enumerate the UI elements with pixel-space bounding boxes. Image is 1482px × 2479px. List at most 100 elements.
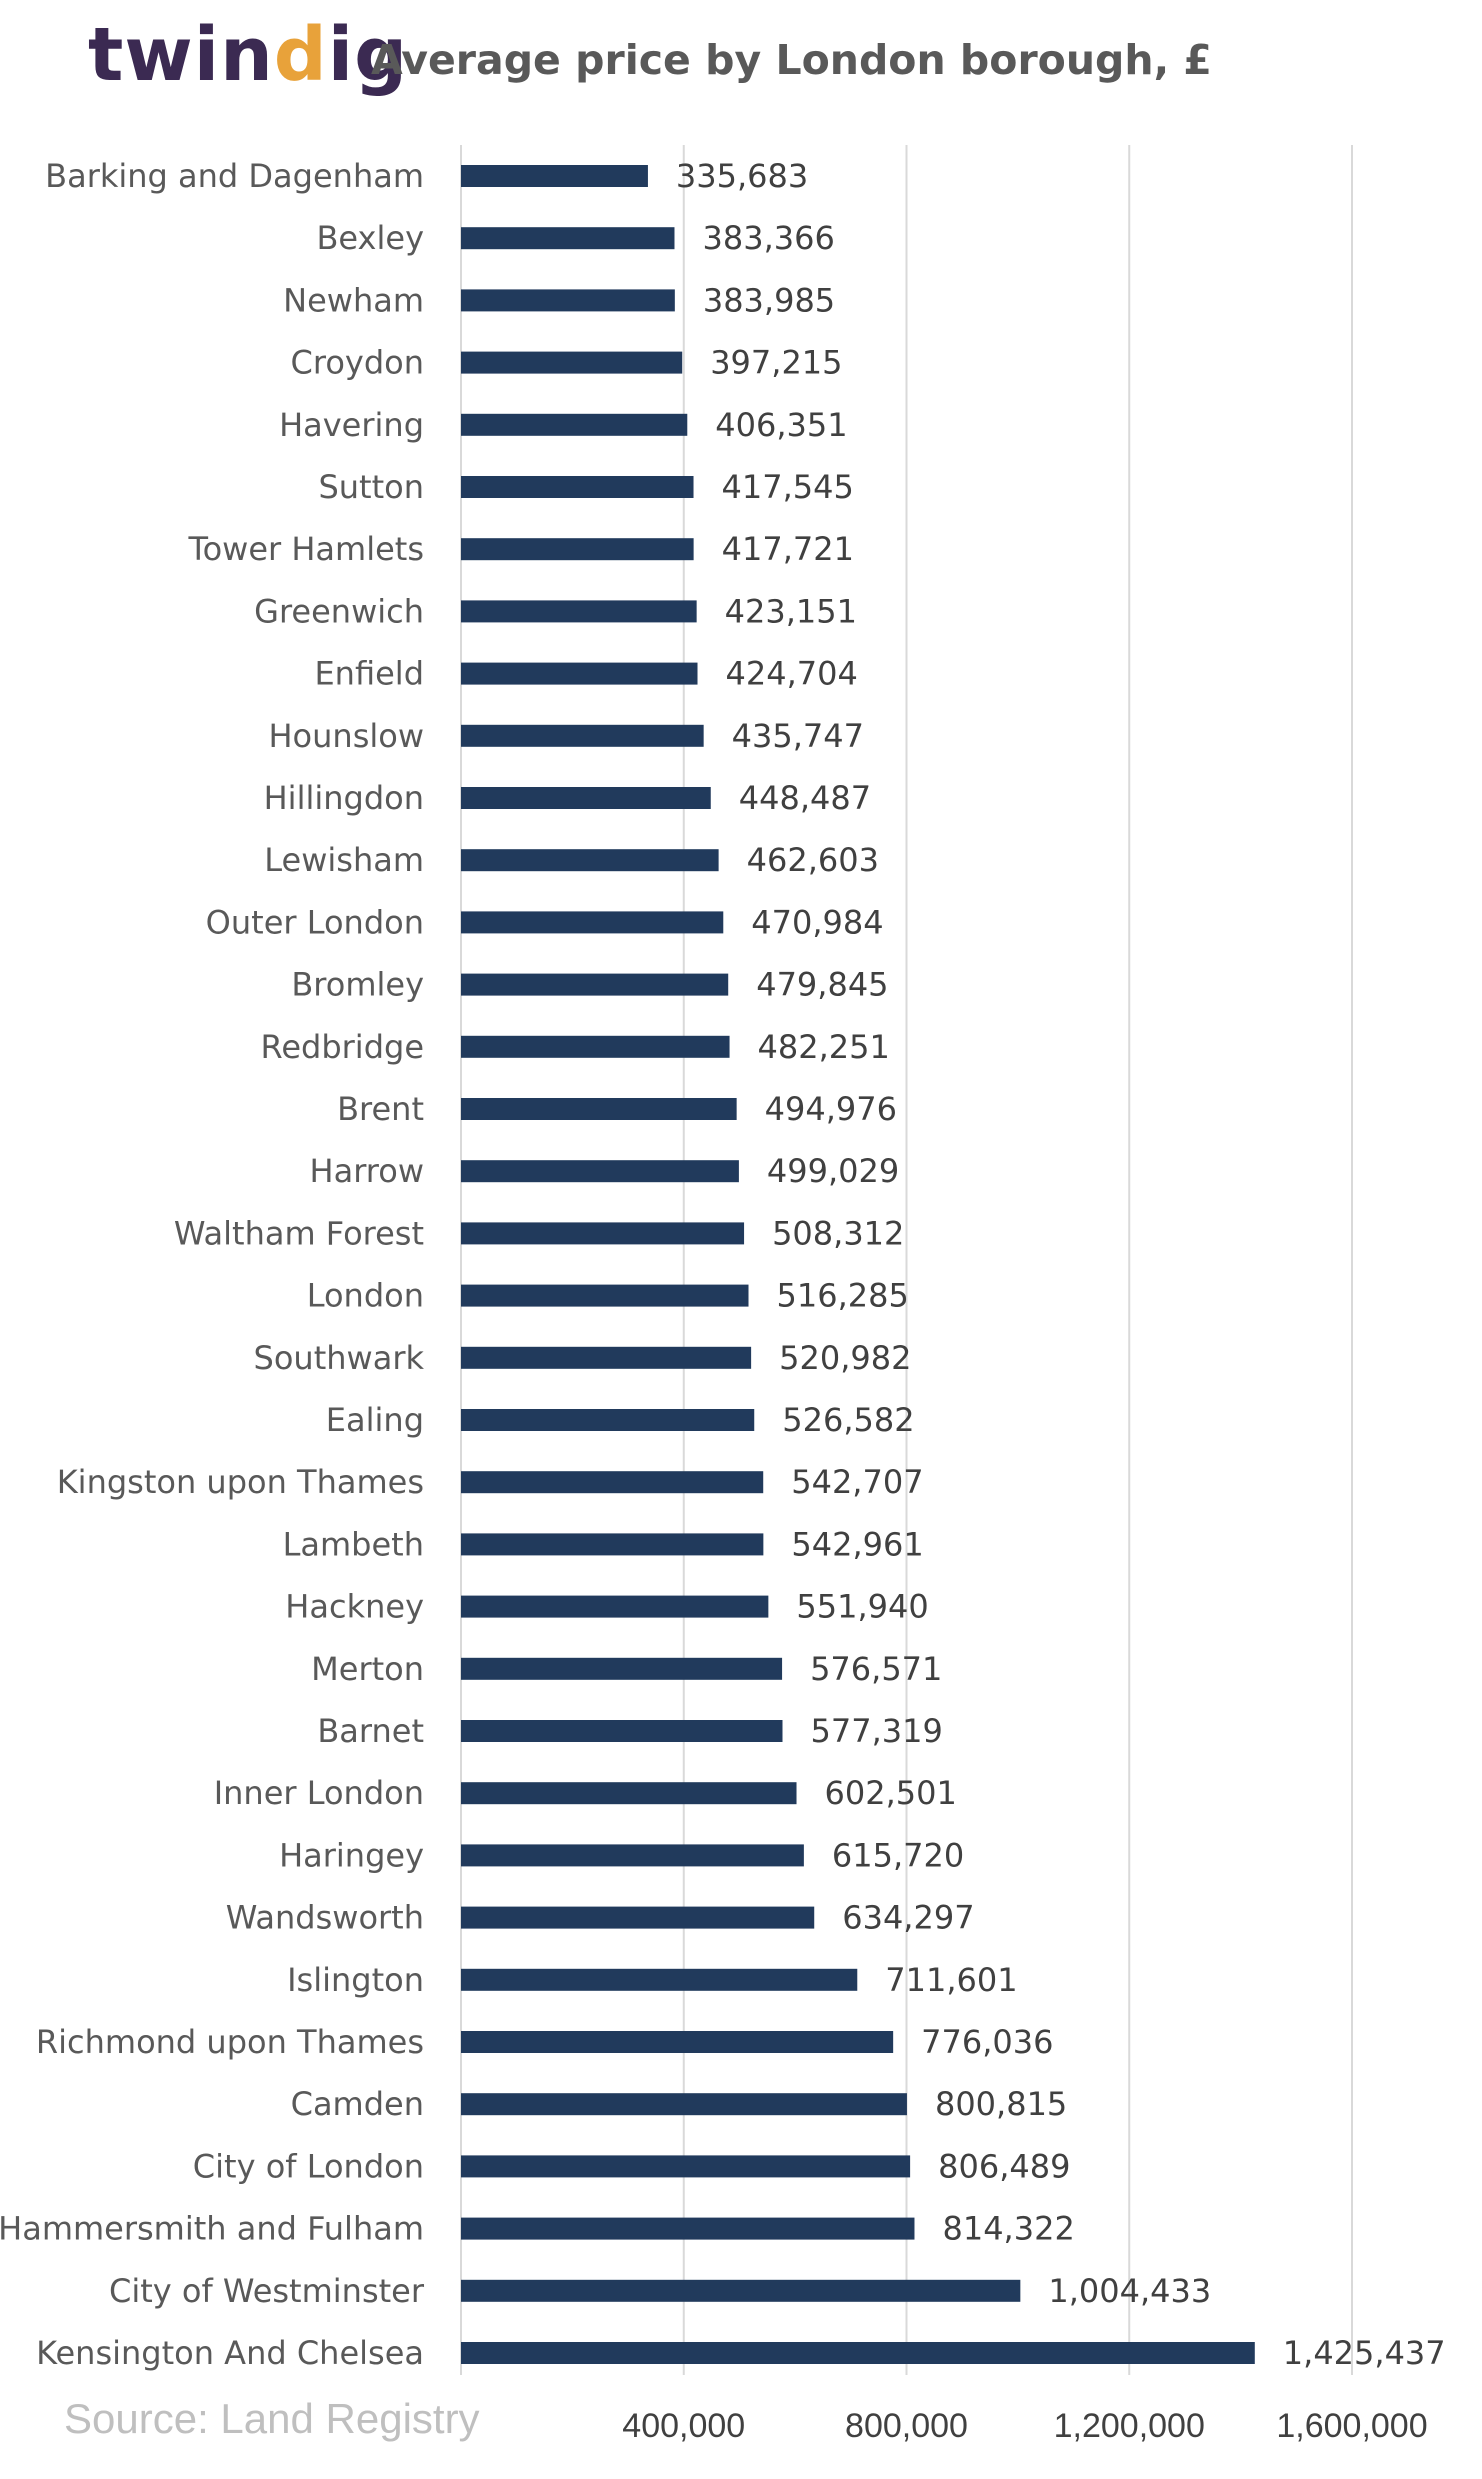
- bar-21: [461, 1471, 764, 1494]
- value-label-8: 424,704: [726, 655, 858, 693]
- value-label-15: 494,976: [765, 1090, 897, 1128]
- bar-14: [461, 1035, 730, 1058]
- value-label-25: 577,319: [810, 1712, 942, 1750]
- bar-33: [461, 2217, 915, 2240]
- value-label-22: 542,961: [791, 1525, 923, 1563]
- category-label-0: Barking and Dagenham: [45, 157, 424, 195]
- value-label-35: 1,425,437: [1283, 2334, 1446, 2372]
- value-label-20: 526,582: [782, 1401, 914, 1439]
- value-label-4: 406,351: [715, 406, 847, 444]
- category-label-9: Hounslow: [268, 717, 424, 755]
- category-label-35: Kensington And Chelsea: [36, 2334, 424, 2372]
- value-labels: 335,683 383,366 383,985 397,215 406,351 417,5…: [676, 157, 1446, 2372]
- bar-25: [461, 1720, 783, 1742]
- bar-9: [461, 724, 704, 747]
- category-label-26: Inner London: [214, 1774, 424, 1812]
- chart-header: twindig Average price by London borough,…: [0, 0, 1482, 120]
- category-label-31: Camden: [291, 2085, 424, 2123]
- bar-29: [461, 1968, 858, 1991]
- category-label-15: Brent: [337, 1090, 424, 1128]
- value-label-6: 417,721: [722, 530, 854, 568]
- bar-34: [461, 2279, 1021, 2302]
- category-label-27: Haringey: [279, 1836, 424, 1874]
- category-label-22: Lambeth: [283, 1525, 424, 1563]
- twindig-logo: twindig: [88, 12, 408, 98]
- bar-28: [461, 1906, 815, 1929]
- category-label-5: Sutton: [318, 468, 424, 506]
- bar-13: [461, 973, 729, 996]
- category-label-16: Harrow: [310, 1152, 424, 1190]
- value-label-33: 814,322: [942, 2210, 1074, 2248]
- value-label-7: 423,151: [725, 592, 857, 630]
- bar-23: [461, 1595, 769, 1618]
- category-label-4: Havering: [279, 406, 424, 444]
- bar-6: [461, 538, 694, 561]
- logo-text-part-3: ig: [327, 12, 409, 98]
- value-label-11: 462,603: [747, 841, 879, 879]
- bar-0: [461, 165, 648, 187]
- category-label-20: Ealing: [326, 1401, 424, 1439]
- value-label-18: 516,285: [777, 1277, 909, 1315]
- category-label-34: City of Westminster: [109, 2272, 425, 2310]
- bar-18: [461, 1284, 749, 1307]
- gridlines: [682, 145, 1353, 2375]
- category-label-19: Southwark: [254, 1339, 425, 1377]
- bar-15: [461, 1098, 737, 1120]
- category-label-18: London: [307, 1277, 424, 1315]
- category-label-21: Kingston upon Thames: [57, 1463, 424, 1501]
- bar-10: [461, 787, 711, 809]
- bar-30: [461, 2031, 894, 2053]
- category-label-2: Newham: [283, 281, 424, 319]
- category-label-3: Croydon: [291, 344, 424, 382]
- x-tick-label-1: 800,000: [845, 2407, 968, 2445]
- value-label-29: 711,601: [885, 1961, 1017, 1999]
- category-label-10: Hillingdon: [264, 779, 424, 817]
- source-note: Source: Land Registry: [64, 2395, 480, 2442]
- category-label-7: Greenwich: [254, 592, 424, 630]
- x-tick-label-3: 1,600,000: [1276, 2407, 1427, 2445]
- value-label-26: 602,501: [825, 1774, 957, 1812]
- bar-24: [461, 1657, 783, 1680]
- bar-19: [461, 1346, 752, 1369]
- category-label-24: Merton: [311, 1650, 424, 1688]
- bar-31: [461, 2093, 907, 2116]
- value-label-0: 335,683: [676, 157, 808, 195]
- value-label-10: 448,487: [739, 779, 871, 817]
- bar-22: [461, 1533, 764, 1556]
- value-label-16: 499,029: [767, 1152, 899, 1190]
- value-label-24: 576,571: [810, 1650, 942, 1688]
- logo-text-part-1: twin: [88, 12, 274, 98]
- value-label-9: 435,747: [732, 717, 864, 755]
- bars: [461, 165, 1255, 2364]
- bar-20: [461, 1409, 755, 1431]
- chart-title: Average price by London borough, £: [371, 36, 1212, 84]
- category-label-30: Richmond upon Thames: [36, 2023, 424, 2061]
- value-label-5: 417,545: [722, 468, 854, 506]
- value-label-3: 397,215: [710, 344, 842, 382]
- value-label-12: 470,984: [751, 903, 883, 941]
- value-label-21: 542,707: [791, 1463, 923, 1501]
- value-label-1: 383,366: [702, 219, 834, 257]
- bar-7: [461, 600, 697, 623]
- x-tick-label-0: 400,000: [622, 2407, 745, 2445]
- bar-4: [461, 413, 688, 436]
- bar-35: [461, 2342, 1255, 2364]
- bar-17: [461, 1222, 745, 1245]
- category-label-8: Enfield: [314, 655, 424, 693]
- bar-1: [461, 227, 675, 250]
- value-label-27: 615,720: [832, 1836, 964, 1874]
- value-label-19: 520,982: [779, 1339, 911, 1377]
- bar-11: [461, 849, 719, 872]
- category-label-33: Hammersmith and Fulham: [0, 2210, 424, 2248]
- bar-26: [461, 1782, 797, 1805]
- value-label-2: 383,985: [703, 281, 835, 319]
- category-label-6: Tower Hamlets: [187, 530, 424, 568]
- category-label-17: Waltham Forest: [174, 1214, 424, 1252]
- value-label-32: 806,489: [938, 2147, 1070, 2185]
- bar-16: [461, 1160, 739, 1183]
- x-tick-labels: 400,000 800,000 1,200,000 1,600,000: [622, 2407, 1427, 2445]
- bar-8: [461, 662, 698, 685]
- category-label-25: Barnet: [317, 1712, 424, 1750]
- value-label-34: 1,004,433: [1048, 2272, 1211, 2310]
